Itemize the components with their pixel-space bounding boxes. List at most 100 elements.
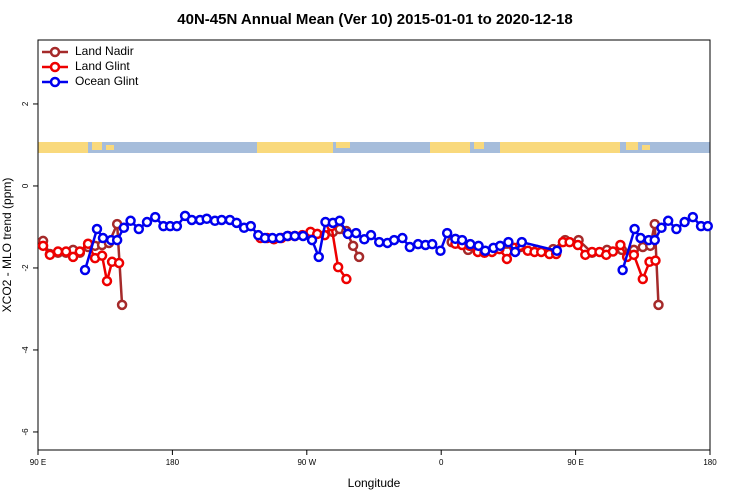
marker [111,234,123,246]
marker [79,264,91,276]
marker [289,230,301,242]
legend-marker [49,61,61,73]
marker [607,246,619,257]
marker [342,228,354,240]
marker [125,215,136,227]
y-tick-label: 2 [21,101,30,106]
marker [245,220,257,232]
x-axis-label: Longitude [348,476,401,490]
y-tick-label: -4 [21,346,30,354]
marker [397,232,408,244]
land [430,142,470,153]
marker [373,236,385,248]
x-tick-label: 90 E [30,458,46,467]
y-tick-label: -6 [21,428,30,436]
marker [97,232,109,244]
marker [306,234,318,246]
marker [635,232,646,244]
marker [334,215,345,227]
marker [365,229,377,241]
marker [441,227,453,239]
marker [637,273,649,285]
marker [629,223,640,235]
marker [551,245,563,256]
marker [435,245,446,256]
marker [503,236,514,248]
y-tick-label: -2 [21,264,30,272]
marker [653,299,664,311]
marker [186,214,198,226]
marker [671,223,682,235]
marker [141,216,153,228]
marker [313,251,324,263]
marker [628,249,640,261]
marker [347,240,359,252]
chart-title: 40N-45N Annual Mean (Ver 10) 2015-01-01 … [177,11,572,28]
marker [171,220,183,232]
land [336,142,350,148]
x-tick-label: 180 [166,458,180,467]
land [474,142,484,149]
marker [494,240,506,252]
ocean [38,142,710,153]
marker [91,223,103,235]
marker [37,240,49,252]
marker [564,236,575,248]
marker [404,241,416,253]
y-axis-label: XCO2 - MLO trend (ppm) [0,178,14,313]
marker [702,220,714,232]
marker [149,211,161,223]
land [500,142,620,153]
land [642,145,650,150]
marker [501,253,513,265]
marker [101,275,113,287]
land [92,142,102,150]
marker [116,299,128,311]
y-tick-label: 0 [21,183,30,188]
marker [96,250,108,261]
marker [649,234,660,246]
marker [426,238,438,250]
marker [74,246,86,257]
marker [480,245,491,256]
marker [617,264,628,276]
marker [113,257,125,269]
marker [465,238,476,250]
x-tick-label: 180 [703,458,717,467]
marker [133,223,145,235]
legend-label: Land Glint [75,59,130,73]
marker [656,222,667,234]
marker [456,234,468,246]
land [626,142,638,150]
marker [332,261,344,273]
legend-marker [49,76,61,88]
marker [473,240,484,252]
land [257,142,333,153]
marker [297,230,309,242]
marker [201,213,212,225]
marker [536,246,547,258]
legend-marker [49,46,61,58]
legend-label: Ocean Glint [75,74,139,88]
x-tick-label: 90 W [297,458,316,467]
marker [67,251,79,263]
marker [509,246,521,258]
land [38,142,88,153]
marker [118,222,130,234]
marker [388,234,400,246]
land-ocean-strip [38,142,710,153]
marker [615,239,626,251]
x-tick-label: 0 [439,458,444,467]
marker [52,246,64,257]
marker [216,214,227,226]
marker [350,227,362,239]
legend-label: Land Nadir [75,44,134,58]
marker [687,211,699,223]
plot-frame [37,39,711,451]
marker [516,236,528,248]
marker [353,251,365,263]
marker [60,246,72,257]
land [106,145,114,150]
marker [231,217,242,229]
